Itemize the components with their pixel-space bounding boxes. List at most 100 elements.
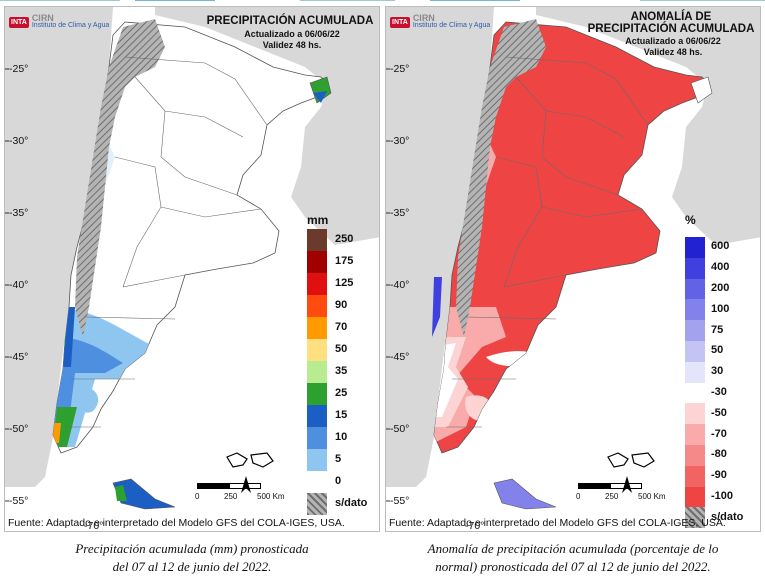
legend-label: 200 — [711, 282, 730, 294]
legend-label: 10 — [335, 431, 348, 443]
anomaly-validity: Validez 48 hs. — [643, 47, 703, 57]
lat-label: -25° — [390, 63, 410, 75]
legend-label: 175 — [335, 255, 354, 267]
legend-label: 50 — [711, 344, 724, 357]
cirn-logo-text: CIRN — [31, 13, 54, 23]
lat-label: -45° — [9, 351, 29, 363]
lat-label: -50° — [9, 423, 29, 435]
legend-swatch — [307, 427, 327, 449]
source-note: Fuente: Adaptado e interpretado del Mode… — [8, 517, 345, 529]
legend-swatch — [685, 445, 705, 466]
precip-caption: Precipitación acumulada (mm) pronosticad… — [4, 540, 380, 576]
caption-line: Anomalía de precipitación acumulada (por… — [427, 541, 719, 556]
legend-label: 30 — [711, 365, 724, 378]
legend-label: 400 — [711, 261, 730, 274]
north-arrow-icon — [241, 476, 251, 493]
misiones-precip-blue — [313, 91, 327, 103]
legend-swatch — [685, 424, 705, 445]
legend-swatch — [307, 317, 327, 339]
source-note: Fuente: Adaptado e interpretado del Mode… — [389, 517, 726, 529]
lat-label: -35° — [9, 207, 29, 219]
scale-label: 500 Km — [638, 492, 666, 501]
legend-label: 125 — [335, 277, 354, 289]
tierra-del-fuego — [112, 478, 176, 510]
inta-logo: INTA CIRN Instituto de Clima y Agua — [390, 11, 490, 33]
legend-swatch — [307, 383, 327, 405]
lat-label: -45° — [390, 351, 410, 363]
legend-swatch — [685, 486, 705, 508]
legend-label: -80 — [711, 448, 727, 461]
legend-swatch — [685, 237, 705, 258]
top-strip-segment — [0, 0, 120, 6]
precip-title: PRECIPITACIÓN ACUMULADA — [206, 15, 374, 27]
legend-swatch — [685, 320, 705, 341]
caption-line: normal) pronosticada del 07 al 12 de jun… — [435, 559, 711, 574]
legend-swatch — [307, 405, 327, 427]
legend-label: -70 — [711, 427, 727, 440]
nodata-andes — [456, 19, 546, 337]
province-borders — [446, 56, 649, 428]
legend-swatch — [307, 449, 327, 471]
province-borders — [65, 56, 268, 428]
legend-swatch — [685, 341, 705, 362]
positive-anomaly-west — [432, 277, 442, 337]
legend-unit: % — [685, 213, 696, 227]
precip-legend: mm 250 175 125 90 70 50 35 25 15 10 5 0 s/dato — [305, 213, 379, 515]
legend-label: 100 — [711, 302, 730, 315]
legend-label: s/dato — [335, 497, 368, 509]
legend-label: 90 — [335, 299, 348, 311]
legend-swatch — [685, 278, 705, 300]
caption-line: Precipitación acumulada (mm) pronosticad… — [75, 541, 309, 556]
legend-swatch — [307, 493, 327, 515]
legend-swatch — [307, 361, 327, 383]
precip-validity: Validez 48 hs. — [262, 40, 322, 50]
neighbor-land — [536, 7, 760, 245]
cirn-subtitle: Instituto de Clima y Agua — [31, 22, 110, 29]
legend-label: -30 — [711, 386, 727, 398]
lat-label: -55° — [9, 495, 29, 507]
inta-logo-mark: INTA — [390, 16, 410, 28]
legend-swatch — [307, 229, 327, 251]
cirn-subtitle: Instituto de Clima y Agua — [412, 22, 491, 29]
legend-label: 250 — [335, 233, 354, 245]
north-arrow-icon — [622, 476, 632, 493]
misiones-anomaly — [690, 76, 713, 104]
legend-swatch — [685, 257, 705, 279]
lon-label: -70° — [465, 520, 485, 532]
anomaly-updated: Actualizado a 06/06/22 — [625, 36, 721, 46]
lat-label: -40° — [9, 279, 29, 291]
anomaly-title-line2: PRECIPITACIÓN ACUMULADA — [587, 23, 755, 35]
legend-label: 5 — [335, 453, 342, 465]
legend-label: 35 — [335, 365, 348, 377]
lon-label: -70° — [84, 520, 104, 532]
scale-label: 500 Km — [257, 492, 285, 501]
anomaly-map-panel: INTA CIRN Instituto de Clima y Agua ANOM… — [385, 6, 761, 532]
malvinas-inset — [226, 452, 274, 468]
neighbor-land — [155, 7, 379, 245]
nodata-andes — [75, 19, 165, 337]
legend-swatch — [307, 251, 327, 273]
legend-swatch — [685, 299, 705, 321]
legend-swatch — [307, 339, 327, 361]
legend-label: 25 — [335, 387, 348, 399]
scale-label: 250 — [224, 492, 238, 501]
legend-label: 0 — [335, 475, 342, 487]
inta-logo: INTA CIRN Instituto de Clima y Agua — [9, 11, 109, 33]
legend-label: 75 — [711, 323, 724, 336]
precip-map-panel: INTA CIRN Instituto de Clima y Agua PREC… — [4, 6, 380, 532]
lat-label: -50° — [390, 423, 410, 435]
top-strip-segment — [300, 0, 395, 6]
tierra-del-fuego — [493, 478, 557, 510]
legend-swatch — [685, 361, 705, 383]
legend-swatch — [307, 471, 327, 493]
legend-label: 600 — [711, 240, 730, 253]
cirn-logo-text: CIRN — [412, 13, 435, 23]
legend-swatch — [685, 403, 705, 425]
legend-swatch — [685, 507, 705, 529]
legend-label: 70 — [335, 321, 348, 333]
legend-label: -90 — [711, 469, 727, 482]
top-strip — [0, 0, 765, 6]
legend-unit: mm — [307, 213, 329, 227]
legend-label: -100 — [711, 490, 734, 502]
legend-swatch — [685, 465, 705, 487]
